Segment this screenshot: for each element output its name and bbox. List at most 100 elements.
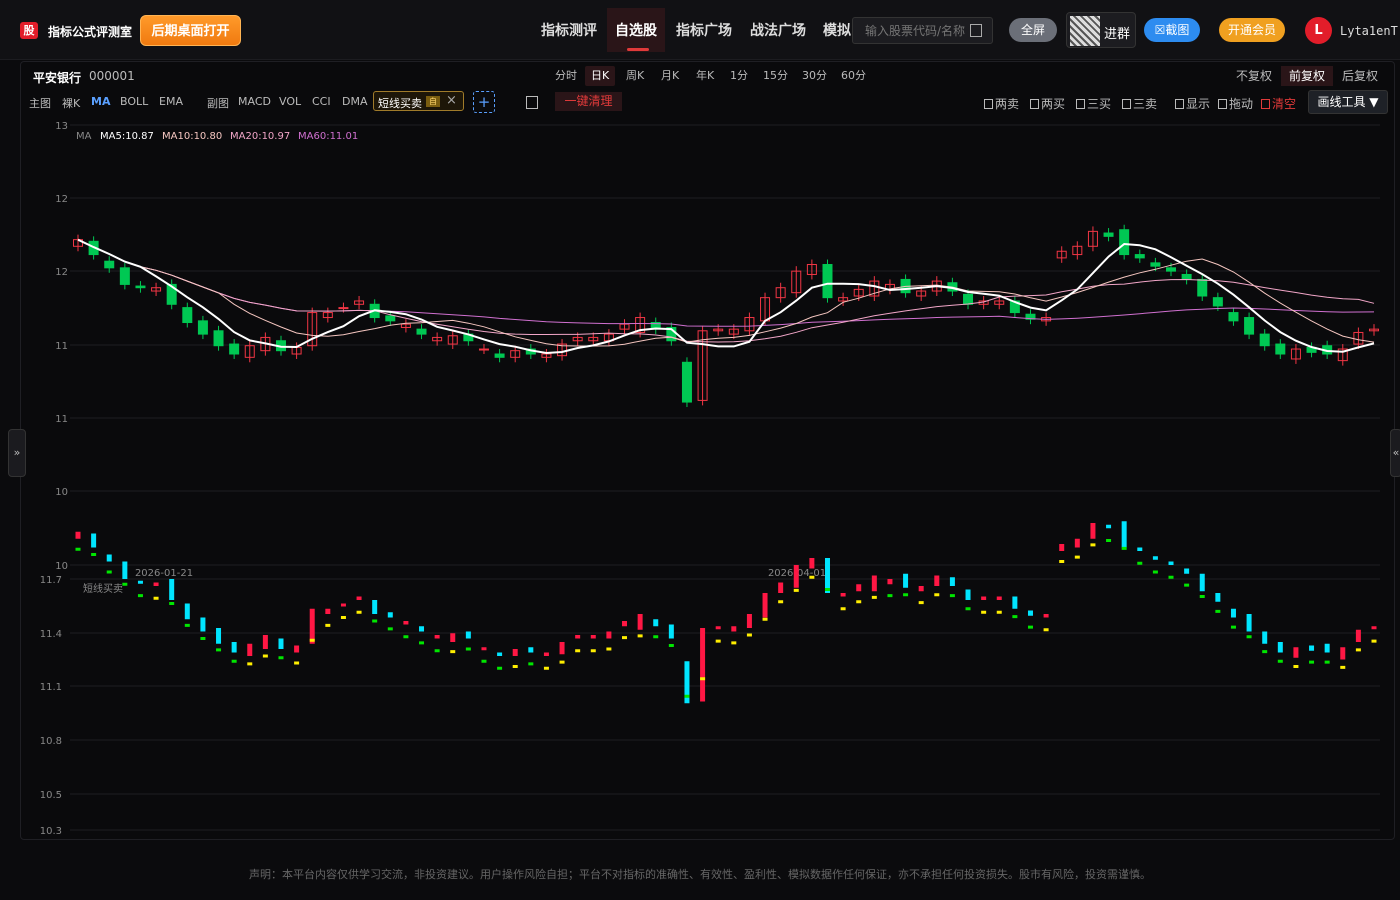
candle-body [791, 270, 802, 294]
trend-dot [903, 593, 909, 597]
trend-dot [653, 635, 659, 639]
close-icon[interactable]: × [446, 93, 457, 108]
ma60-legend: MA60:11.01 [298, 131, 358, 142]
indicator-ema[interactable]: EMA [159, 95, 183, 108]
signal-bar [325, 608, 331, 614]
signal-bar [590, 635, 596, 639]
signal-bar [1012, 596, 1018, 609]
period-weekly[interactable]: 周K [626, 69, 645, 82]
trend-dot [1012, 615, 1018, 619]
signal-bar [1152, 556, 1158, 560]
signal-bar [247, 643, 253, 656]
period-1min[interactable]: 1分 [730, 69, 748, 82]
ma5-legend: MA5:10.87 [100, 131, 154, 142]
trend-dot [856, 600, 862, 604]
signal-bar [528, 647, 534, 653]
signal-bar [903, 573, 909, 588]
tool-two-sell[interactable]: 两卖 [984, 95, 1019, 112]
indicator-vol[interactable]: VOL [279, 95, 302, 108]
y-tick-label: 11 [55, 414, 68, 425]
nav-indicator-review[interactable]: 指标测评 [541, 23, 597, 39]
screenshot-button[interactable]: ☒截图 [1144, 18, 1200, 42]
signal-bar [372, 600, 378, 614]
signal-bar [387, 612, 393, 618]
candle-body [322, 312, 333, 319]
clear-all-button[interactable]: 一键清理 [555, 92, 622, 111]
trend-dot [1340, 665, 1346, 669]
stock-search-input[interactable] [852, 17, 993, 44]
period-daily[interactable]: 日K [585, 66, 616, 86]
trend-dot [434, 649, 440, 653]
indicator-dma[interactable]: DMA [342, 95, 368, 108]
candle-body [822, 264, 833, 299]
candle-body [1166, 267, 1177, 272]
signal-bar [543, 652, 549, 656]
username[interactable]: Lyta1enT [1340, 24, 1398, 38]
candle-body [385, 315, 396, 322]
add-indicator-button[interactable]: + [473, 91, 495, 113]
candle-body [635, 317, 646, 333]
nav-simulation[interactable]: 模拟盘 [823, 23, 851, 39]
adjust-backward[interactable]: 后复权 [1342, 69, 1379, 83]
tool-drag[interactable]: 拖动 [1218, 95, 1253, 112]
indicator-bare-k[interactable]: 裸K [62, 97, 81, 110]
open-desktop-button[interactable]: 后期桌面打开 [140, 15, 241, 46]
join-group-button[interactable]: 进群 [1066, 12, 1136, 48]
toggle-icon[interactable] [526, 96, 538, 109]
trend-dot [1230, 625, 1236, 629]
left-collapse-button[interactable]: » [8, 429, 26, 477]
tool-two-buy[interactable]: 两买 [1030, 95, 1065, 112]
tool-two-buy-label: 两买 [1041, 97, 1066, 111]
tool-three-buy[interactable]: 三买 [1076, 95, 1111, 112]
trend-dot [231, 659, 237, 663]
candle-body [619, 323, 630, 330]
signal-bar [1199, 573, 1205, 592]
period-intraday[interactable]: 分时 [555, 69, 577, 82]
candle-body [494, 353, 505, 358]
candle-body [588, 336, 599, 342]
trend-dot [606, 647, 612, 651]
indicator-macd[interactable]: MACD [238, 95, 271, 108]
trend-dot [559, 660, 565, 664]
trend-dot [262, 654, 268, 658]
signal-bar [434, 635, 440, 639]
nav-strategy-plaza[interactable]: 战法广场 [750, 23, 806, 39]
signal-bar [762, 593, 768, 618]
tool-show[interactable]: 显示 [1175, 95, 1210, 112]
fullscreen-button[interactable]: 全屏 [1009, 18, 1057, 42]
tool-clear[interactable]: 清空 [1261, 95, 1296, 112]
candle-body [213, 330, 224, 347]
tool-three-sell[interactable]: 三卖 [1122, 95, 1157, 112]
nav-watchlist[interactable]: 自选股 [607, 8, 665, 52]
period-30min[interactable]: 30分 [802, 69, 827, 82]
trend-dot [1152, 570, 1158, 574]
search-clear-icon[interactable] [970, 24, 982, 37]
period-monthly[interactable]: 月K [661, 69, 680, 82]
indicator-ma[interactable]: MA [91, 95, 111, 108]
signal-bar [622, 621, 628, 627]
indicator-boll[interactable]: BOLL [120, 95, 149, 108]
signal-bar [137, 580, 143, 584]
indicator-cci[interactable]: CCI [312, 95, 331, 108]
period-60min[interactable]: 60分 [841, 69, 866, 82]
signal-bar [778, 582, 784, 593]
trend-dot [1137, 561, 1143, 565]
active-indicator-tag[interactable]: 短线买卖 自 × [373, 91, 464, 111]
right-collapse-button[interactable]: « [1390, 429, 1400, 477]
adjust-none[interactable]: 不复权 [1236, 69, 1273, 83]
avatar[interactable]: L [1305, 17, 1332, 44]
trend-dot [793, 588, 799, 592]
trend-dot [340, 616, 346, 619]
vip-button[interactable]: 开通会员 [1219, 18, 1285, 42]
period-yearly[interactable]: 年K [696, 69, 715, 82]
signal-bar [949, 577, 955, 586]
adjust-forward[interactable]: 前复权 [1281, 66, 1334, 86]
signal-bar [403, 621, 409, 625]
trend-dot [1215, 609, 1221, 613]
drawing-tools-dropdown[interactable]: 画线工具 ▼ [1308, 90, 1388, 114]
period-15min[interactable]: 15分 [763, 69, 788, 82]
nav-indicator-plaza[interactable]: 指标广场 [676, 23, 732, 39]
signal-bar [294, 645, 300, 653]
candle-body [869, 280, 880, 297]
